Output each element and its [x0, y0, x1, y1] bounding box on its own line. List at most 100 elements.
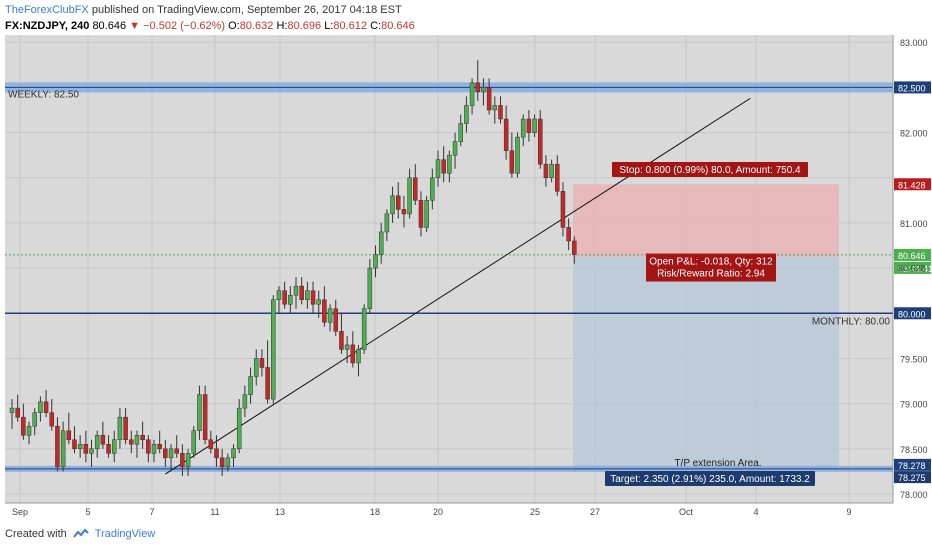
- weekly-level-label: WEEKLY: 82.50: [8, 89, 79, 100]
- candle-body: [333, 308, 339, 332]
- candle-body: [140, 434, 145, 441]
- publisher-name[interactable]: TheForexClubFX: [5, 4, 89, 16]
- candle-body: [146, 439, 151, 454]
- low-value: 80.612: [333, 20, 368, 32]
- candle-body: [60, 430, 66, 468]
- candle-body: [123, 416, 128, 441]
- candle-body: [435, 159, 441, 178]
- candle-body: [481, 87, 486, 93]
- candle-body: [526, 118, 532, 133]
- time-tick-label: 11: [210, 507, 219, 517]
- published-text: published on TradingView.com, September …: [91, 4, 402, 16]
- candle-body: [26, 425, 32, 436]
- tradingview-link[interactable]: TradingView: [94, 528, 156, 540]
- candle-body: [458, 123, 463, 142]
- candle-body: [327, 308, 333, 323]
- price-change: −0.502 (−0.62%): [143, 20, 226, 32]
- candle-body: [322, 299, 327, 323]
- candle-body: [111, 439, 117, 454]
- pnl-label-box: [646, 253, 776, 282]
- candle-body: [356, 349, 361, 364]
- candle-body: [401, 209, 407, 215]
- bottom-level-price-tag: 78.278: [898, 461, 926, 471]
- price-tick-label: 79.000: [900, 400, 928, 410]
- target-price-tag-box: [894, 471, 931, 484]
- low-label: L:: [324, 20, 334, 32]
- candle-body: [367, 267, 373, 310]
- open-value: 80.632: [239, 20, 274, 32]
- candle-body: [157, 444, 162, 450]
- time-tick-label: 27: [590, 507, 600, 517]
- countdown-tag: 03:41:41: [898, 264, 932, 274]
- stop-label: Stop: 0.800 (0.99%) 80.0, Amount: 750.4: [619, 165, 801, 176]
- time-tick-label: 5: [85, 507, 90, 517]
- candle-body: [537, 118, 543, 165]
- candle-body: [464, 105, 469, 124]
- candle-body: [441, 159, 446, 174]
- time-tick-label: 9: [846, 507, 851, 517]
- candle-body: [549, 163, 554, 178]
- candle-body: [242, 394, 248, 409]
- price-tick-label: 81.000: [900, 219, 928, 229]
- price-tick-label: 78.500: [900, 445, 928, 455]
- candle-body: [15, 407, 20, 418]
- symbol-info-bar: FX:NZDJPY, 240 80.646 ▼ −0.502 (−0.62%) …: [5, 18, 415, 34]
- candle-body: [305, 290, 310, 300]
- candle-body: [248, 376, 253, 395]
- candle-body: [282, 290, 287, 305]
- weekly-price-tag: 82.500: [898, 83, 926, 93]
- candle-body: [253, 358, 259, 377]
- candle-body: [503, 118, 509, 151]
- candle-body: [339, 331, 344, 350]
- high-label: H:: [276, 20, 288, 32]
- current-price-tag: 80.646: [898, 251, 926, 261]
- candle-body: [94, 434, 100, 450]
- candle-body: [515, 136, 520, 174]
- time-axis: [0, 503, 932, 520]
- price-tick-label: 79.500: [900, 354, 928, 364]
- candle-body: [163, 448, 168, 459]
- tp-extension-label: T/P extension Area.: [674, 458, 761, 469]
- candle-body: [214, 448, 219, 459]
- candle-body: [407, 177, 412, 215]
- high-value: 80.696: [287, 20, 322, 32]
- time-tick-label: 13: [275, 507, 285, 517]
- candle-body: [486, 87, 492, 111]
- candle-body: [43, 401, 49, 413]
- candle-body: [509, 150, 515, 174]
- candle-body: [560, 191, 566, 228]
- candle-body: [66, 430, 72, 441]
- stop-price-tag: 81.428: [898, 180, 926, 190]
- candle-body: [180, 453, 185, 468]
- candle-body: [168, 448, 174, 459]
- candle-body: [447, 154, 452, 174]
- target-price-tag: 78.275: [898, 473, 926, 483]
- candle-body: [117, 416, 123, 441]
- candle-body: [55, 425, 60, 468]
- stop-price-tag-box: [894, 178, 931, 191]
- candle-body: [219, 457, 225, 468]
- time-tick-label: 18: [370, 507, 380, 517]
- candle-body: [498, 105, 503, 120]
- time-tick-label: 20: [433, 507, 443, 517]
- time-tick-label: Sep: [12, 507, 28, 517]
- current-price-tag-box: [894, 248, 931, 261]
- monthly-price-tag-box: [894, 307, 931, 320]
- candle-body: [452, 141, 458, 156]
- candle-body: [77, 444, 83, 450]
- candle-body: [100, 434, 106, 445]
- candle-body: [566, 227, 571, 242]
- candle-body: [424, 200, 429, 228]
- candle-body: [475, 82, 481, 93]
- time-tick-label: Oct: [679, 507, 694, 517]
- candle-body: [208, 439, 214, 450]
- candle-body: [288, 294, 293, 305]
- candle-body: [430, 177, 435, 201]
- stop-loss-zone: [573, 184, 839, 257]
- trendline: [165, 97, 751, 475]
- target-label-box: [605, 471, 815, 486]
- monthly-level-label: MONTHLY: 80.00: [812, 316, 891, 327]
- candle-body: [390, 195, 395, 215]
- down-arrow-icon: ▼: [129, 20, 141, 32]
